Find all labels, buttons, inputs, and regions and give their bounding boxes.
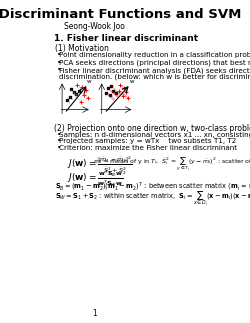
Text: $\mathbf{S}_B = (\mathbf{m}_1 - \mathbf{m}_2)(\mathbf{m}_1 - \mathbf{m}_2)^T$ : : $\mathbf{S}_B = (\mathbf{m}_1 - \mathbf{… [55, 181, 250, 193]
Text: •: • [57, 67, 61, 73]
Text: PCA seeks directions (principal directions) that best represent the original dat: PCA seeks directions (principal directio… [59, 60, 250, 66]
Text: Samples: n d-dimensional vectors x1 ... xn, consisting of two subsets D1, D2: Samples: n d-dimensional vectors x1 ... … [59, 132, 250, 138]
Text: 1: 1 [92, 309, 97, 318]
Text: 1. Fisher linear discriminant: 1. Fisher linear discriminant [54, 34, 199, 43]
Text: Fisher linear discriminant analysis (FDA) seeks directions that are efficient fo: Fisher linear discriminant analysis (FDA… [59, 67, 250, 74]
Text: •: • [57, 132, 61, 138]
Text: w: w [130, 79, 134, 84]
Text: (2) Projection onto one direction w, two-class problem: (2) Projection onto one direction w, two… [54, 124, 250, 133]
Text: $\mathbf{S}_W = \mathbf{S}_1 + \mathbf{S}_2$ : within scatter matrix,  $\mathbf{: $\mathbf{S}_W = \mathbf{S}_1 + \mathbf{S… [55, 189, 250, 208]
Text: •: • [57, 145, 61, 151]
Text: $J(\mathbf{w}) = \frac{\mathbf{w}^T \mathbf{S}_B \mathbf{w}}{\mathbf{w}^T \mathb: $J(\mathbf{w}) = \frac{\mathbf{w}^T \mat… [67, 168, 123, 189]
Text: Seong-Wook Joo: Seong-Wook Joo [64, 22, 125, 31]
Text: w: w [87, 79, 92, 84]
Text: •: • [57, 60, 61, 66]
Text: (1) Motivation: (1) Motivation [55, 44, 109, 53]
Text: discrimination. (below: which w is better for discrimination?): discrimination. (below: which w is bette… [59, 73, 250, 79]
Text: •: • [57, 52, 61, 58]
Text: $J(\mathbf{w}) = \frac{|\tilde{m}_1 - \tilde{m}_2|^2}{\tilde{S}_1^2 + \tilde{S}_: $J(\mathbf{w}) = \frac{|\tilde{m}_1 - \t… [67, 155, 133, 177]
Text: Criterion: maximize the Fisher linear discriminant: Criterion: maximize the Fisher linear di… [59, 145, 238, 151]
Text: Projected samples: y = wTx    two subsets T1, T2: Projected samples: y = wTx two subsets T… [59, 139, 237, 144]
Text: Point dimensionality reduction in a classification problem.: Point dimensionality reduction in a clas… [59, 52, 250, 58]
Text: Linear Discriminant Functions and SVM: Linear Discriminant Functions and SVM [0, 8, 242, 21]
Text: $\tilde{m}_i$ = mean of y in $T_i$,  $\tilde{S}_i^2 = \sum_{y \in T_i}(y - \tild: $\tilde{m}_i$ = mean of y in $T_i$, $\ti… [92, 155, 250, 173]
Text: •: • [57, 139, 61, 144]
